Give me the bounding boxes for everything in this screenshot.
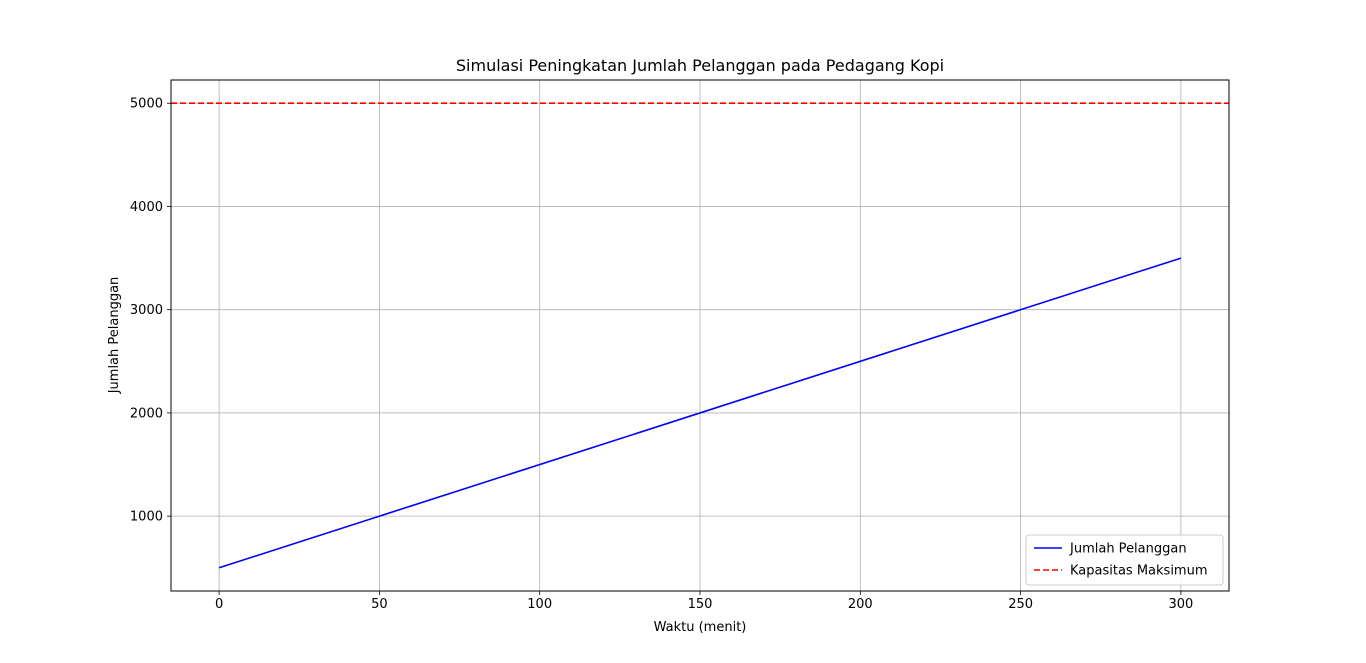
y-axis-ticks: 1000 2000 3000 4000 5000 — [130, 97, 171, 525]
x-tick-label: 200 — [848, 597, 873, 612]
legend-label: Jumlah Pelanggan — [1069, 542, 1187, 557]
x-tick-label: 0 — [215, 597, 223, 612]
y-axis-label: Jumlah Pelanggan — [107, 277, 122, 395]
x-tick-label: 100 — [527, 597, 552, 612]
x-tick-label: 250 — [1008, 597, 1033, 612]
y-tick-label: 5000 — [130, 97, 163, 112]
axes-frame — [170, 79, 1230, 592]
series-layer — [171, 102, 1229, 569]
y-tick-label: 1000 — [130, 510, 163, 525]
series-line-jumlah-pelanggan — [218, 257, 1182, 569]
y-tick-label: 3000 — [130, 303, 163, 318]
legend-label: Kapasitas Maksimum — [1070, 564, 1208, 579]
chart-title: Simulasi Peningkatan Jumlah Pelanggan pa… — [456, 56, 944, 75]
legend: Jumlah Pelanggan Kapasitas Maksimum — [1025, 534, 1224, 586]
x-tick-label: 50 — [371, 597, 388, 612]
y-tick-label: 2000 — [130, 406, 163, 421]
x-axis-label: Waktu (menit) — [654, 620, 747, 635]
legend-box — [1025, 534, 1224, 586]
x-tick-label: 300 — [1168, 597, 1193, 612]
x-axis-ticks: 0 50 100 150 200 250 300 — [215, 591, 1193, 612]
x-tick-label: 150 — [688, 597, 713, 612]
y-tick-label: 4000 — [130, 200, 163, 215]
grid — [171, 80, 1229, 591]
